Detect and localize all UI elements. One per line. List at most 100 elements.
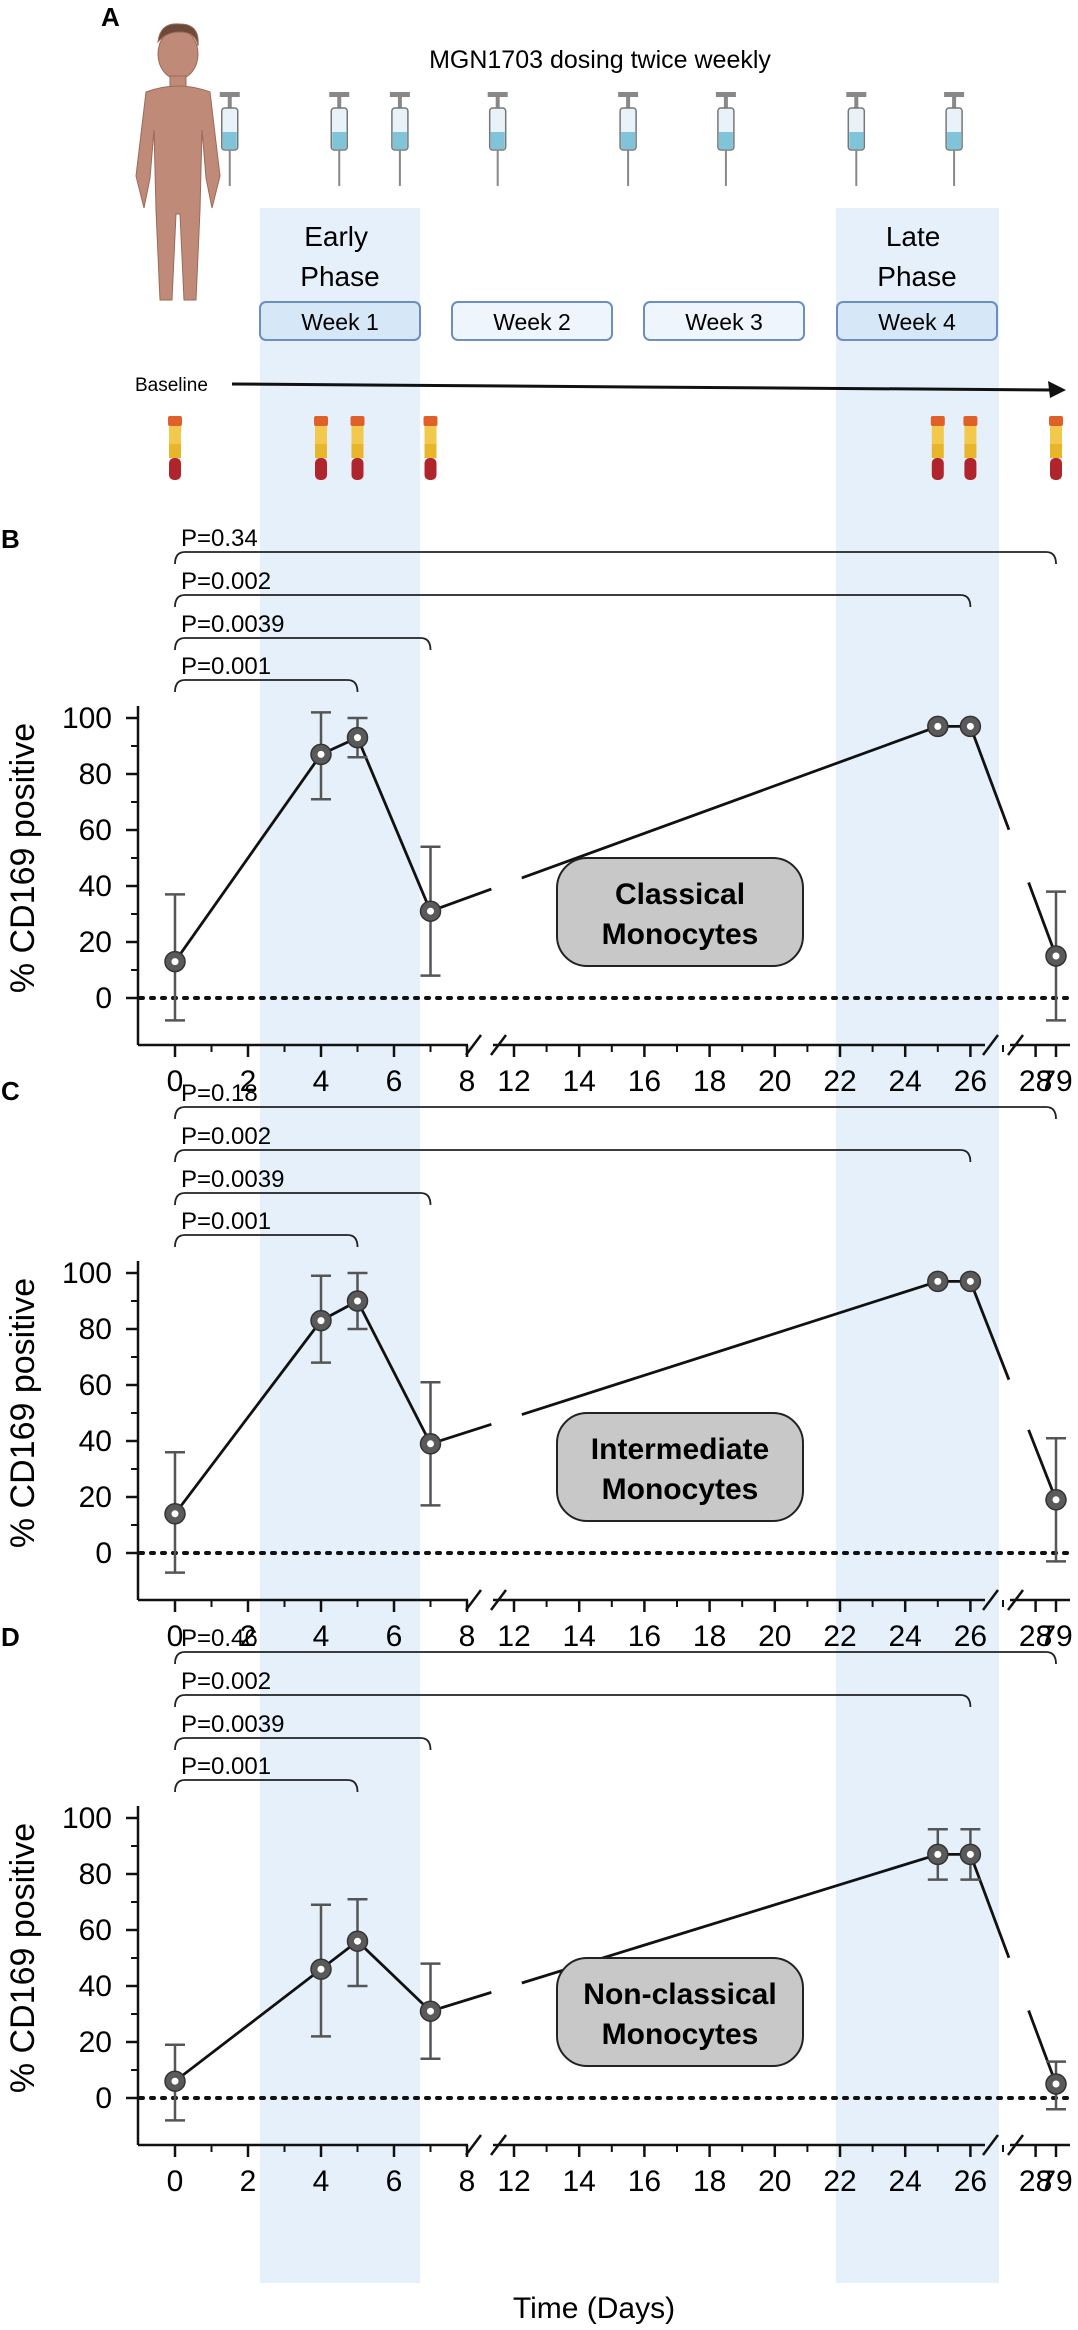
axis-break-mark <box>465 1034 482 1056</box>
x-tick-label: 18 <box>693 1065 726 1098</box>
syringe-fluid <box>332 132 347 149</box>
syringe-plunger <box>846 92 867 97</box>
data-point-center <box>317 1317 325 1325</box>
syringe-fluid <box>222 132 237 149</box>
x-tick-label: 18 <box>693 1620 726 1653</box>
tube-band <box>169 426 181 444</box>
syringe-rod <box>495 96 500 108</box>
tube-blood <box>1050 458 1062 480</box>
x-tick-label: 16 <box>628 1065 661 1098</box>
blood-tube-icon <box>168 416 182 480</box>
series-line <box>969 725 1011 831</box>
y-axis-title: % CD169 positive <box>4 723 42 993</box>
x-tick-label: 26 <box>954 2165 987 2198</box>
x-tick-label: 14 <box>563 2165 596 2198</box>
cell-type-label-box <box>556 1412 804 1522</box>
blood-tube-icon <box>423 416 438 480</box>
x-tick-label: 8 <box>459 2165 476 2198</box>
axis-break-mark <box>490 1034 507 1056</box>
tube-serum <box>1050 444 1062 458</box>
y-tick-label: 20 <box>79 1481 112 1514</box>
syringe-plunger <box>219 92 240 97</box>
tube-band <box>424 426 437 444</box>
syringe-rod <box>626 96 631 108</box>
tube-blood <box>931 458 944 480</box>
y-tick-label: 60 <box>79 1369 112 1402</box>
data-point-center <box>934 1850 942 1858</box>
data-point-center <box>427 2007 434 2015</box>
x-tick-label: 4 <box>313 1620 330 1653</box>
x-tick-label: 12 <box>497 1065 530 1098</box>
panel-label-a: A <box>101 2 120 32</box>
x-tick-label: 2 <box>240 1620 257 1653</box>
x-tick-label: 28 <box>1019 2165 1052 2198</box>
syringe-icon <box>389 92 410 186</box>
significance-bracket <box>174 1149 972 1163</box>
x-tick-label: 28 <box>1019 1065 1052 1098</box>
axis-break-mark <box>1007 1034 1024 1056</box>
series-line <box>173 753 323 963</box>
syringe-fluid <box>490 132 505 149</box>
cell-type-label-line: Non-classical <box>583 1978 776 2011</box>
x-tick-label: 4 <box>313 2165 330 2198</box>
tube-band <box>351 426 364 444</box>
y-tick-label: 40 <box>79 870 112 903</box>
significance-bracket <box>174 1234 359 1248</box>
early-phase-label: Early Phase <box>300 221 379 292</box>
cell-type-label-box <box>556 1957 804 2067</box>
syringe-icon <box>846 92 867 186</box>
baseline-label: Baseline <box>135 375 208 396</box>
axis-break-mark <box>465 1589 482 1611</box>
x-tick-label: 22 <box>823 1620 856 1653</box>
syringe-rod <box>337 96 342 108</box>
syringe-fluid <box>718 132 733 149</box>
week-3-box: Week 3 <box>643 301 805 341</box>
cell-type-label-line: Monocytes <box>602 2018 759 2051</box>
syringe-icon <box>329 92 350 186</box>
y-tick-label: 20 <box>79 926 112 959</box>
data-point-center <box>934 722 942 730</box>
x-tick-label: 79 <box>1039 1620 1072 1653</box>
syringe-fluid <box>392 132 407 149</box>
cell-type-label-line: Monocytes <box>602 918 759 951</box>
tube-band <box>931 426 944 444</box>
axis-break-mark <box>490 1589 507 1611</box>
week-4-label: Week 4 <box>878 309 956 335</box>
x-tick-label: 14 <box>563 1065 596 1098</box>
week-3-label: Week 3 <box>685 309 763 335</box>
data-point-center <box>354 734 361 742</box>
blood-tube-icon <box>1049 416 1063 480</box>
data-point-center <box>427 907 434 915</box>
x-tick-label: 16 <box>628 2165 661 2198</box>
human-figure-icon <box>135 23 221 301</box>
x-tick-label: 8 <box>459 1620 476 1653</box>
tube-blood <box>424 458 437 480</box>
x-tick-label: 14 <box>563 1620 596 1653</box>
week-2-box: Week 2 <box>451 301 613 341</box>
syringe-plunger <box>487 92 508 97</box>
x-tick-label: 20 <box>758 1065 791 1098</box>
data-point-center <box>966 722 974 730</box>
data-point-center <box>966 1850 974 1858</box>
tube-blood <box>964 458 977 480</box>
syringe-icon <box>715 92 736 186</box>
p-value-label: P=0.0039 <box>181 1166 284 1193</box>
cell-type-label-box <box>556 857 804 967</box>
data-point-center <box>966 1277 974 1285</box>
x-tick-label: 24 <box>889 2165 922 2198</box>
significance-bracket <box>174 1192 432 1206</box>
phase-label-line: Early <box>304 221 368 252</box>
p-value-label: P=0.002 <box>181 568 271 595</box>
significance-bracket <box>174 1651 1057 1665</box>
p-value-label: P=0.001 <box>181 1753 271 1780</box>
significance-bracket <box>174 1779 359 1793</box>
phase-label-line: Phase <box>877 261 956 292</box>
x-tick-label: 16 <box>628 1620 661 1653</box>
syringe-plunger <box>715 92 736 97</box>
panel-label-d: D <box>1 1622 20 1652</box>
x-tick-label: 4 <box>313 1065 330 1098</box>
data-point-center <box>171 958 179 966</box>
tube-cap <box>1049 416 1063 426</box>
y-tick-label: 60 <box>79 814 112 847</box>
